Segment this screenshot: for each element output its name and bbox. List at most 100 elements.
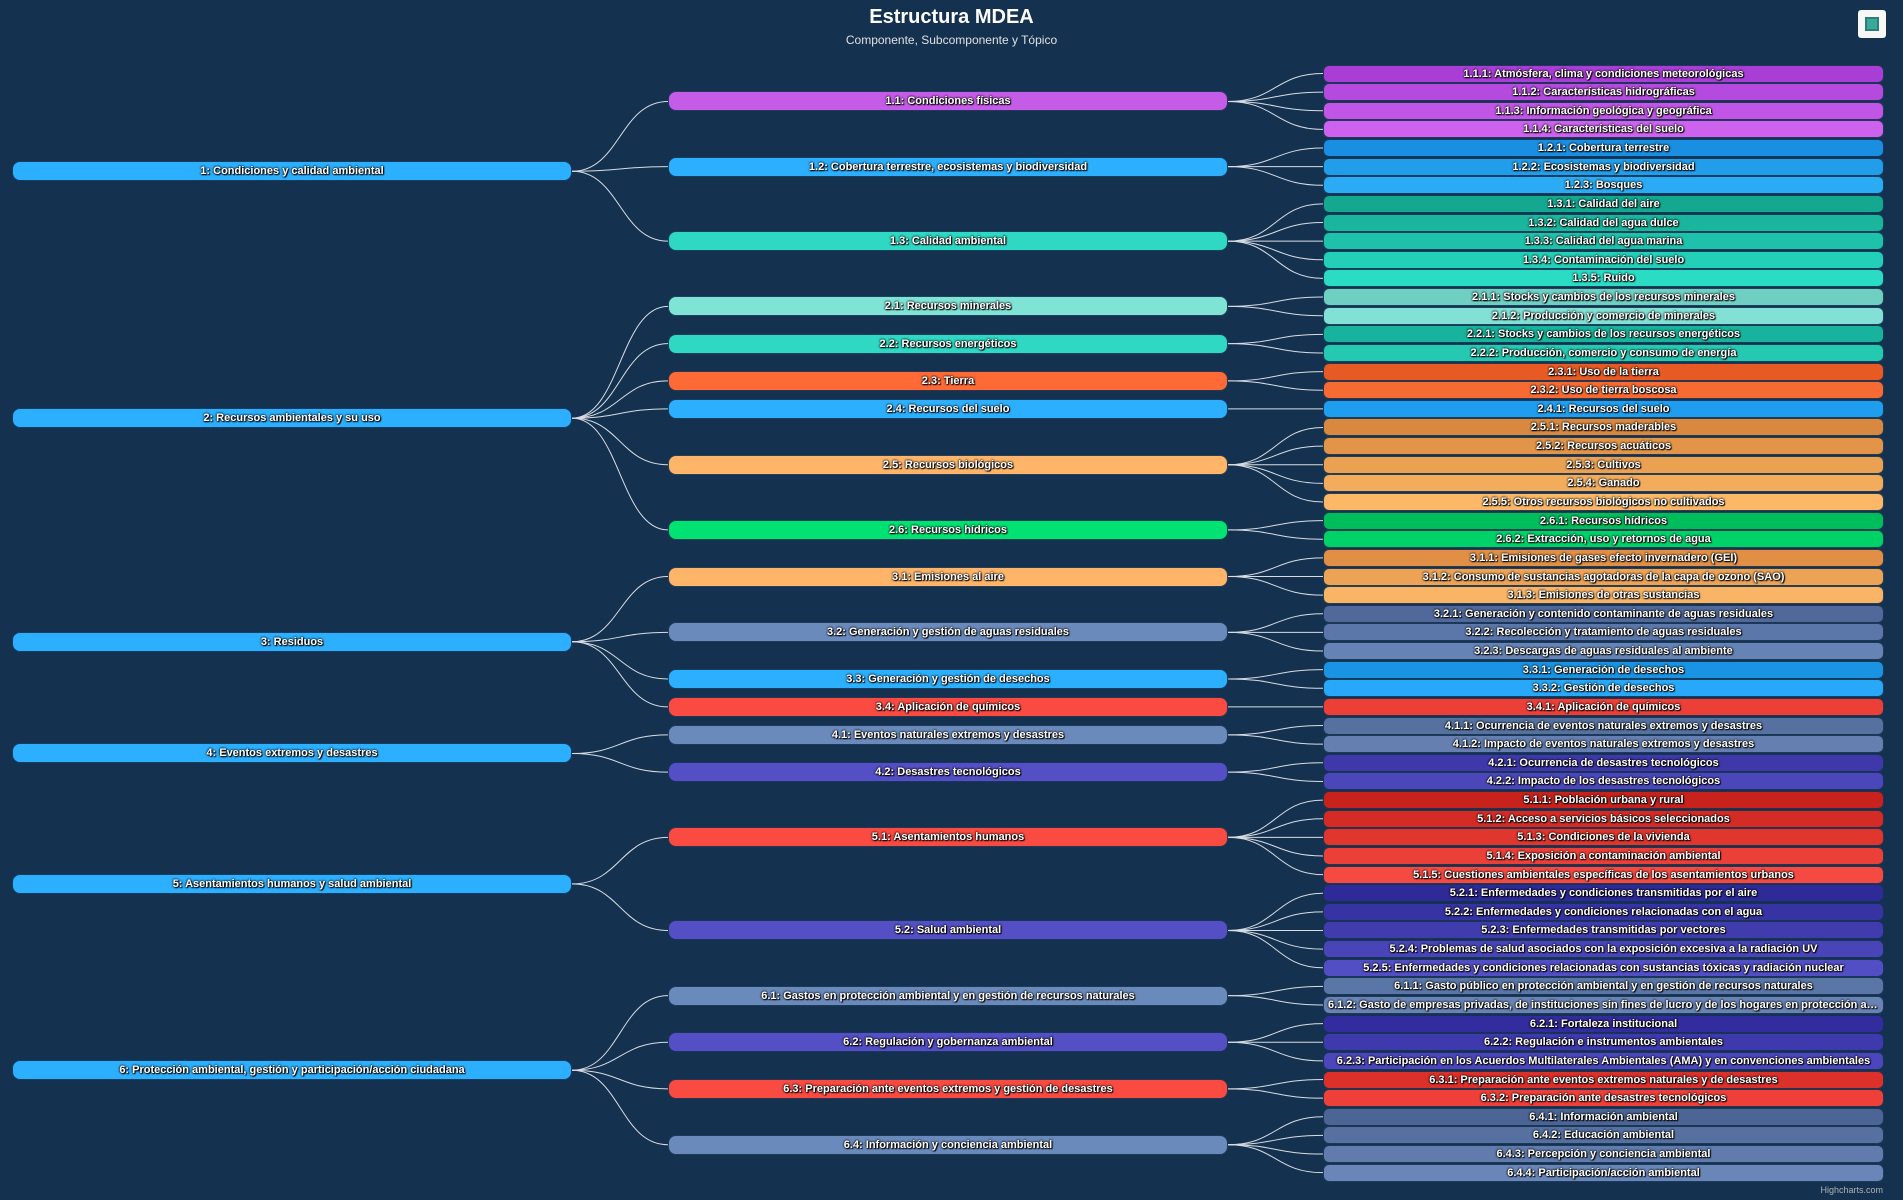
topic-node[interactable]: 1.1.4: Características del suelo [1323,120,1884,139]
subcomponent-node[interactable]: 2.3: Tierra [668,370,1228,391]
tree-link [571,408,669,419]
topic-node[interactable]: 6.3.2: Preparación ante desastres tecnol… [1323,1089,1884,1108]
tree-link [1227,100,1324,130]
subcomponent-node[interactable]: 5.2: Salud ambiental [668,920,1228,941]
topic-node[interactable]: 5.2.3: Enfermedades transmitidas por vec… [1323,921,1884,940]
topic-node[interactable]: 2.1.2: Producción y comercio de minerale… [1323,306,1884,325]
topic-node[interactable]: 5.1.4: Exposición a contaminación ambien… [1323,846,1884,865]
topic-node[interactable]: 3.4.1: Aplicación de químicos [1323,697,1884,716]
tree-link [571,166,669,172]
component-node[interactable]: 2: Recursos ambientales y su uso [12,408,572,429]
component-node[interactable]: 1: Condiciones y calidad ambiental [12,161,572,182]
tree-link [1227,380,1324,391]
topic-node[interactable]: 6.2.1: Fortaleza institucional [1323,1014,1884,1033]
topic-node[interactable]: 2.2.2: Producción, comercio y consumo de… [1323,343,1884,362]
topic-node[interactable]: 6.1.1: Gasto público en protección ambie… [1323,977,1884,996]
subcomponent-node[interactable]: 6.2: Regulación y gobernanza ambiental [668,1032,1228,1053]
subcomponent-node[interactable]: 2.6: Recursos hídricos [668,519,1228,540]
tree-link [571,417,669,466]
tree-link [1227,222,1324,242]
topic-node[interactable]: 6.3.1: Preparación ante eventos extremos… [1323,1070,1884,1089]
topic-node[interactable]: 5.2.2: Enfermedades y condiciones relaci… [1323,902,1884,921]
topic-node[interactable]: 5.2.1: Enfermedades y condiciones transm… [1323,884,1884,903]
topic-node[interactable]: 3.3.1: Generación de desechos [1323,660,1884,679]
tree-link [1227,818,1324,838]
tree-link [1227,892,1324,931]
subcomponent-node[interactable]: 3.2: Generación y gestión de aguas resid… [668,622,1228,643]
topic-node[interactable]: 1.2.3: Bosques [1323,176,1884,195]
topic-node[interactable]: 4.1.2: Impacto de eventos naturales extr… [1323,735,1884,754]
topic-node[interactable]: 5.1.2: Acceso a servicios básicos selecc… [1323,809,1884,828]
topic-node[interactable]: 1.2.2: Ecosistemas y biodiversidad [1323,157,1884,176]
topic-node[interactable]: 1.3.5: Ruido [1323,269,1884,288]
topic-node[interactable]: 2.1.1: Stocks y cambios de los recursos … [1323,288,1884,307]
subcomponent-node[interactable]: 5.1: Asentamientos humanos [668,827,1228,848]
subcomponent-node[interactable]: 3.4: Aplicación de químicos [668,696,1228,717]
topic-node[interactable]: 6.4.1: Información ambiental [1323,1107,1884,1126]
topic-node[interactable]: 2.5.3: Cultivos [1323,455,1884,474]
topic-node[interactable]: 2.5.5: Otros recursos biológicos no cult… [1323,492,1884,511]
topic-node[interactable]: 6.1.2: Gasto de empresas privadas, de in… [1323,996,1884,1014]
topic-node[interactable]: 2.6.2: Extracción, uso y retornos de agu… [1323,530,1884,549]
topic-node[interactable]: 1.1.3: Información geológica y geográfic… [1323,101,1884,120]
context-menu-icon[interactable] [1858,10,1886,38]
topic-node[interactable]: 3.1.3: Emisiones de otras sustancias [1323,586,1884,605]
topic-node[interactable]: 2.5.4: Ganado [1323,474,1884,493]
subcomponent-node[interactable]: 3.1: Emisiones al aire [668,566,1228,587]
subcomponent-node[interactable]: 2.5: Recursos biológicos [668,454,1228,475]
subcomponent-node[interactable]: 4.1: Eventos naturales extremos y desast… [668,724,1228,745]
topic-node[interactable]: 1.3.1: Calidad del aire [1323,194,1884,213]
topic-node[interactable]: 4.2.2: Impacto de los desastres tecnológ… [1323,772,1884,791]
subcomponent-node[interactable]: 6.3: Preparación ante eventos extremos y… [668,1078,1228,1099]
topic-node[interactable]: 6.4.3: Percepción y conciencia ambiental [1323,1145,1884,1164]
topic-node[interactable]: 2.4.1: Recursos del suelo [1323,399,1884,418]
topic-node[interactable]: 6.2.3: Participación en los Acuerdos Mul… [1323,1051,1884,1070]
topic-node[interactable]: 6.2.2: Regulación e instrumentos ambient… [1323,1033,1884,1052]
topic-node[interactable]: 2.3.1: Uso de la tierra [1323,362,1884,381]
topic-node[interactable]: 2.3.2: Uso de tierra boscosa [1323,381,1884,400]
topic-node[interactable]: 5.2.5: Enfermedades y condiciones relaci… [1323,958,1884,977]
topic-node[interactable]: 4.2.1: Ocurrencia de desastres tecnológi… [1323,753,1884,772]
topic-node[interactable]: 3.2.3: Descargas de aguas residuales al … [1323,642,1884,661]
component-node[interactable]: 5: Asentamientos humanos y salud ambient… [12,873,572,894]
menu-glyph [1865,17,1879,31]
subcomponent-node[interactable]: 1.1: Condiciones físicas [668,91,1228,112]
topic-node[interactable]: 2.2.1: Stocks y cambios de los recursos … [1323,325,1884,344]
topic-node[interactable]: 3.1.1: Emisiones de gases efecto inverna… [1323,548,1884,567]
topic-node[interactable]: 3.1.2: Consumo de sustancias agotadoras … [1323,567,1884,586]
topic-node[interactable]: 3.2.1: Generación y contenido contaminan… [1323,604,1884,623]
subcomponent-node[interactable]: 2.4: Recursos del suelo [668,398,1228,419]
topic-node[interactable]: 5.1.1: Población urbana y rural [1323,791,1884,810]
subcomponent-node[interactable]: 1.3: Calidad ambiental [668,231,1228,252]
topic-node[interactable]: 2.5.1: Recursos maderables [1323,418,1884,437]
topic-node[interactable]: 2.6.1: Recursos hídricos [1323,511,1884,530]
topic-node[interactable]: 4.1.1: Ocurrencia de eventos naturales e… [1323,716,1884,735]
topic-node[interactable]: 1.3.2: Calidad del agua dulce [1323,213,1884,232]
subcomponent-node[interactable]: 2.1: Recursos minerales [668,296,1228,317]
component-node[interactable]: 4: Eventos extremos y desastres [12,743,572,764]
topic-node[interactable]: 3.2.2: Recolección y tratamiento de agua… [1323,623,1884,642]
topic-node[interactable]: 6.4.2: Educación ambiental [1323,1126,1884,1145]
topic-node[interactable]: 1.1.2: Características hidrográficas [1323,83,1884,102]
topic-node[interactable]: 6.4.4: Participación/acción ambiental [1323,1163,1884,1182]
subcomponent-node[interactable]: 3.3: Generación y gestión de desechos [668,668,1228,689]
topic-node[interactable]: 1.2.1: Cobertura terrestre [1323,139,1884,158]
subcomponent-node[interactable]: 6.1: Gastos en protección ambiental y en… [668,985,1228,1006]
tree-link [1227,734,1324,745]
subcomponent-node[interactable]: 6.4: Información y conciencia ambiental [668,1134,1228,1155]
subcomponent-node[interactable]: 2.2: Recursos energéticos [668,333,1228,354]
topic-node[interactable]: 1.3.4: Contaminación del suelo [1323,250,1884,269]
topic-node[interactable]: 3.3.2: Gestión de desechos [1323,679,1884,698]
topic-node[interactable]: 5.1.5: Cuestiones ambientales específica… [1323,865,1884,884]
topic-node[interactable]: 1.3.3: Calidad del agua marina [1323,232,1884,251]
component-node[interactable]: 6: Protección ambiental, gestión y parti… [12,1060,572,1081]
topic-node[interactable]: 5.1.3: Condiciones de la vivienda [1323,828,1884,847]
subcomponent-node[interactable]: 1.2: Cobertura terrestre, ecosistemas y … [668,156,1228,177]
topic-node[interactable]: 2.5.2: Recursos acuáticos [1323,437,1884,456]
credits-link[interactable]: Highcharts.com [1820,1185,1883,1195]
topic-node[interactable]: 5.2.4: Problemas de salud asociados con … [1323,940,1884,959]
topic-node[interactable]: 1.1.1: Atmósfera, clima y condiciones me… [1323,64,1884,83]
component-node[interactable]: 3: Residuos [12,631,572,652]
subcomponent-node[interactable]: 4.2: Desastres tecnológicos [668,762,1228,783]
